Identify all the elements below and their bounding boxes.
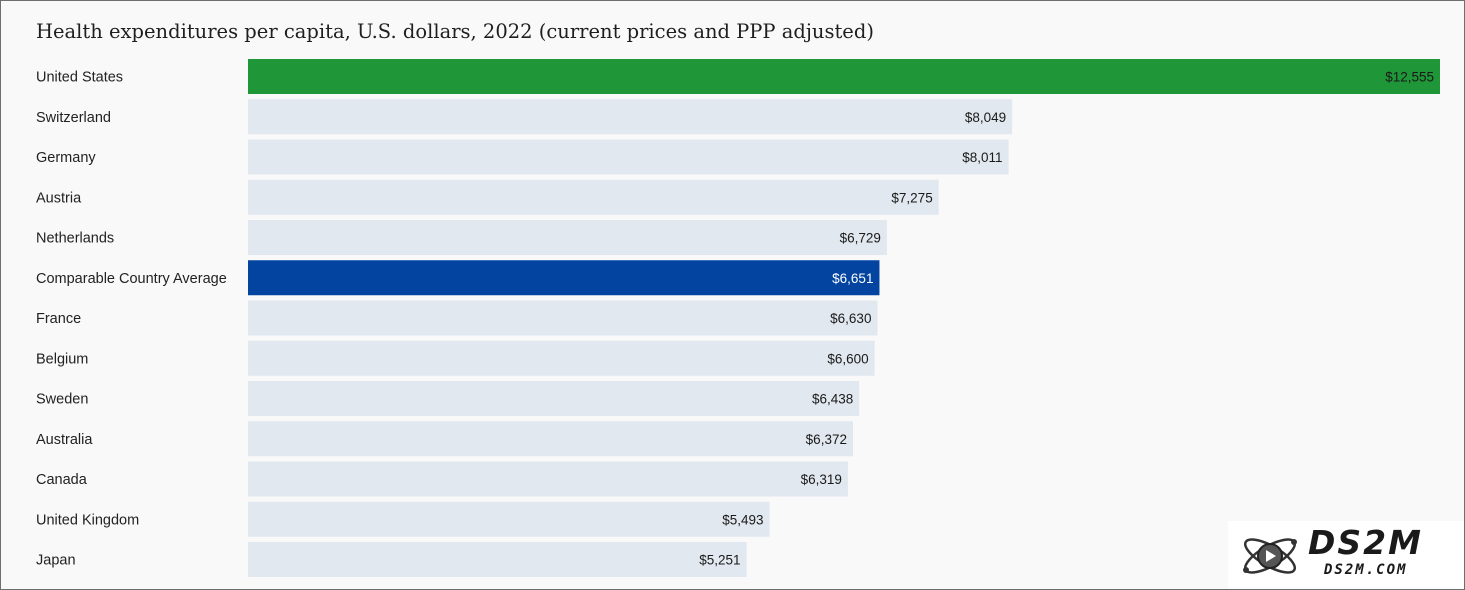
category-label: Netherlands <box>36 231 114 247</box>
category-label: Australia <box>36 432 93 448</box>
value-label: $7,275 <box>891 190 932 205</box>
bar <box>248 59 1440 94</box>
value-label: $8,049 <box>965 110 1006 125</box>
value-label: $5,251 <box>699 553 740 568</box>
value-label: $6,729 <box>840 231 881 246</box>
category-label: United Kingdom <box>36 512 139 528</box>
category-label: United States <box>36 70 123 86</box>
bar <box>248 421 853 457</box>
value-label: $12,555 <box>1385 70 1434 85</box>
category-label: Switzerland <box>36 110 111 126</box>
value-label: $6,438 <box>812 392 853 407</box>
value-label: $6,372 <box>806 432 847 447</box>
bar <box>248 99 1013 135</box>
bar <box>248 340 875 376</box>
category-label: Comparable Country Average <box>36 271 227 287</box>
category-label: Austria <box>36 190 82 206</box>
category-label: Japan <box>36 553 76 569</box>
value-label: $5,493 <box>722 512 763 527</box>
bar <box>248 461 848 497</box>
value-label: $8,011 <box>962 150 1002 165</box>
category-label: France <box>36 311 81 327</box>
bar <box>248 139 1009 175</box>
bar <box>248 300 878 336</box>
category-label: Canada <box>36 472 88 488</box>
watermark-text: DS2M <box>1308 523 1423 562</box>
watermark-logo: DS2M DS2M.COM <box>1228 521 1464 589</box>
value-label: $6,600 <box>827 351 868 366</box>
category-label: Germany <box>36 150 96 166</box>
bar <box>248 542 747 577</box>
value-label: $6,651 <box>832 271 873 286</box>
value-label: $6,630 <box>830 311 871 326</box>
atom-logo-icon <box>1243 538 1297 574</box>
bar <box>248 220 887 255</box>
value-label: $6,319 <box>801 472 842 487</box>
category-label: Sweden <box>36 392 88 408</box>
bar <box>248 179 939 215</box>
bar <box>248 381 860 416</box>
chart-title: Health expenditures per capita, U.S. dol… <box>36 20 874 43</box>
bar <box>248 501 770 537</box>
category-label: Belgium <box>36 351 88 367</box>
bar <box>248 260 880 296</box>
watermark-subtext: DS2M.COM <box>1324 562 1408 578</box>
